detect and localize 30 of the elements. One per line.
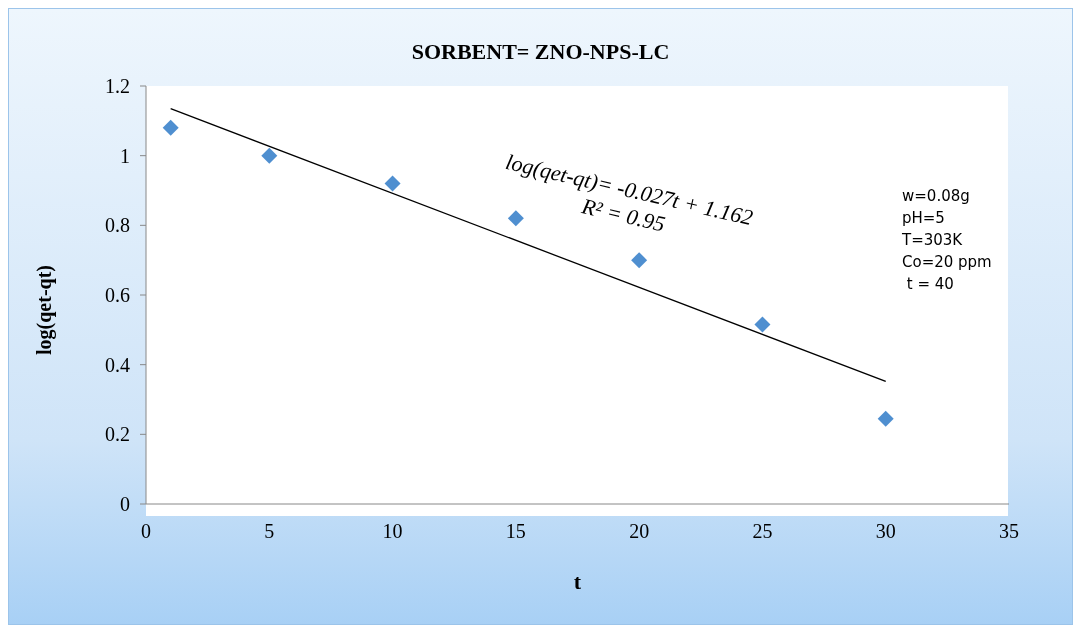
x-tick-label: 0 <box>141 520 151 543</box>
annotation: w=0.08g <box>902 186 971 207</box>
y-tick-label: 0.4 <box>105 353 130 376</box>
x-tick-label: 15 <box>505 520 526 543</box>
y-tick-label: 0 <box>120 493 130 516</box>
annotation: Co=20 ppm <box>902 252 992 273</box>
x-tick-label: 25 <box>752 520 773 543</box>
point <box>162 119 179 136</box>
point <box>261 147 278 164</box>
point <box>631 252 648 269</box>
point <box>877 410 894 427</box>
annotation: t = 40 <box>905 274 955 295</box>
x-tick-label: 35 <box>999 520 1019 543</box>
x-tick-label: 20 <box>629 520 650 543</box>
x-tick-label: 10 <box>382 520 403 543</box>
x-tick-label: 5 <box>264 520 275 543</box>
x-tick-label: 30 <box>875 520 896 543</box>
x-axis-title: t <box>573 569 582 594</box>
point <box>754 316 771 333</box>
y-tick-label: 1.2 <box>105 75 130 98</box>
point <box>384 175 401 192</box>
y-tick-label: 0.8 <box>105 214 130 237</box>
annotation: T=303K <box>902 230 964 251</box>
y-tick-label: 0.6 <box>105 284 130 307</box>
annotation: pH=5 <box>902 208 946 229</box>
chart-title: SORBENT= ZNO-NPS-LC <box>410 39 671 65</box>
point <box>507 210 524 227</box>
y-axis-title: log(qet-qt) <box>33 265 57 355</box>
y-tick-label: 1 <box>120 144 130 167</box>
y-tick-label: 0.2 <box>105 423 130 446</box>
